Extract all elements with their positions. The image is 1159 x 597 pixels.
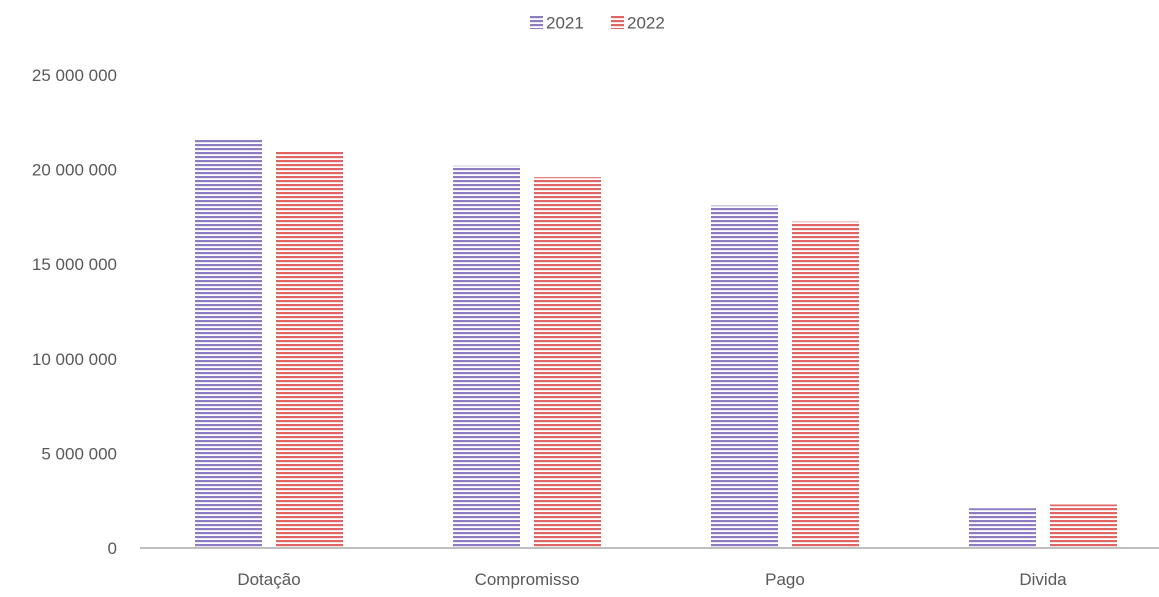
bar-2022-0 <box>276 151 343 548</box>
y-tick-label: 20 000 000 <box>32 161 117 180</box>
legend-swatch-2021 <box>530 16 543 29</box>
x-tick-label: Dotação <box>237 570 300 589</box>
bar-2021-1 <box>453 165 520 549</box>
x-axis: Dotação Compromisso Pago Divida <box>140 547 1159 589</box>
bar-2022-2 <box>792 221 859 548</box>
y-tick-label: 5 000 000 <box>41 444 117 463</box>
legend-swatch-2022 <box>611 16 624 29</box>
y-tick-label: 25 000 000 <box>32 66 117 85</box>
x-tick-label: Pago <box>765 570 805 589</box>
bar-2021-2 <box>711 205 778 548</box>
x-tick-label: Divida <box>1019 570 1067 589</box>
legend-label-2022: 2022 <box>627 14 665 33</box>
bar-2022-1 <box>534 177 601 548</box>
y-tick-label: 0 <box>108 539 117 558</box>
bar-2021-3 <box>969 508 1036 548</box>
bar-2022-3 <box>1050 504 1117 548</box>
legend-label-2021: 2021 <box>546 14 584 33</box>
y-tick-label: 10 000 000 <box>32 350 117 369</box>
bar-2021-0 <box>195 139 262 548</box>
x-tick-label: Compromisso <box>475 570 580 589</box>
y-axis: 0 5 000 000 10 000 000 15 000 000 20 000 000… <box>32 66 117 558</box>
y-tick-label: 15 000 000 <box>32 255 117 274</box>
legend: 2021 2022 <box>530 14 665 33</box>
bars <box>195 139 1117 549</box>
